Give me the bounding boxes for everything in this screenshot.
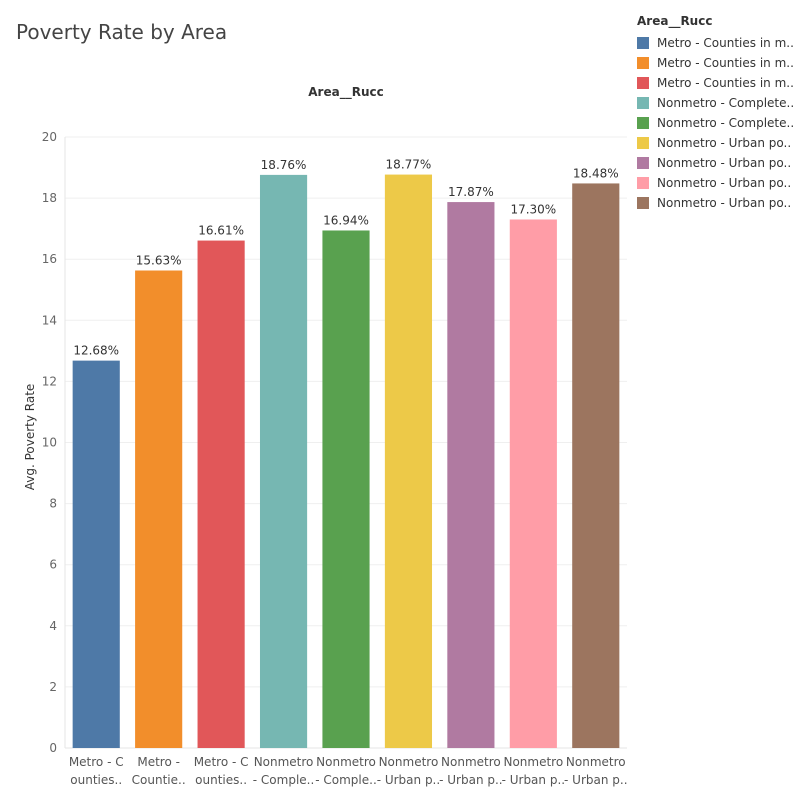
bars <box>72 174 620 749</box>
legend-label: Nonmetro - Urban po.. <box>657 136 792 150</box>
legend-item[interactable]: Nonmetro - Urban po.. <box>637 173 797 193</box>
legend-item[interactable]: Metro - Counties in m.. <box>637 33 797 53</box>
legend-label: Nonmetro - Complete.. <box>657 96 795 110</box>
category-label: Nonmetro <box>566 755 626 769</box>
category-label: - Comple.. <box>315 773 377 787</box>
legend-item[interactable]: Nonmetro - Complete.. <box>637 113 797 133</box>
bar[interactable] <box>72 360 120 748</box>
category-label: Metro - C <box>69 755 124 769</box>
legend-label: Nonmetro - Urban po.. <box>657 156 792 170</box>
category-label: - Urban p.. <box>439 773 503 787</box>
bar[interactable] <box>572 183 620 748</box>
bar[interactable] <box>197 240 245 748</box>
legend-swatch <box>637 117 649 129</box>
category-label: Nonmetro <box>379 755 439 769</box>
legend-label: Nonmetro - Urban po.. <box>657 176 792 190</box>
category-label: Nonmetro <box>316 755 376 769</box>
bar-value-labels: 12.68% 15.63% 16.61% 18.76% 16.94% 18.77% 17.8… <box>73 158 618 358</box>
bar-value-label: 17.87% <box>448 185 494 199</box>
legend-swatch <box>637 97 649 109</box>
legend-item[interactable]: Nonmetro - Urban po.. <box>637 133 797 153</box>
legend: Area__Rucc Metro - Counties in m.. Metro … <box>637 14 797 213</box>
y-tick-label: 12 <box>42 374 57 388</box>
bar-value-label: 17.30% <box>510 202 556 216</box>
y-axis-title: Avg. Poverty Rate <box>23 384 37 491</box>
legend-item[interactable]: Nonmetro - Complete.. <box>637 93 797 113</box>
bar-value-label: 15.63% <box>136 254 182 268</box>
legend-item[interactable]: Metro - Counties in m.. <box>637 53 797 73</box>
category-label: ounties.. <box>195 773 247 787</box>
legend-label: Nonmetro - Urban po.. <box>657 196 792 210</box>
bar[interactable] <box>509 219 557 749</box>
category-label: ounties.. <box>70 773 122 787</box>
category-label: Nonmetro <box>503 755 563 769</box>
legend-item[interactable]: Nonmetro - Urban po.. <box>637 193 797 213</box>
category-label: Nonmetro <box>254 755 314 769</box>
category-label: Countie.. <box>132 773 186 787</box>
category-label: Nonmetro <box>441 755 501 769</box>
legend-title: Area__Rucc <box>637 14 713 28</box>
y-tick-label: 16 <box>42 252 57 266</box>
column-header: Area__Rucc <box>308 85 383 100</box>
y-tick-label: 10 <box>42 436 57 450</box>
y-tick-label: 14 <box>42 313 57 327</box>
bar[interactable] <box>322 230 370 748</box>
legend-label: Metro - Counties in m.. <box>657 36 794 50</box>
y-tick-label: 20 <box>42 130 57 144</box>
bar[interactable] <box>135 270 183 748</box>
legend-item[interactable]: Metro - Counties in m.. <box>637 73 797 93</box>
bar[interactable] <box>384 174 433 748</box>
category-label: Metro - <box>137 755 180 769</box>
legend-label: Metro - Counties in m.. <box>657 56 794 70</box>
bar-value-label: 16.61% <box>198 224 244 238</box>
y-axis-ticks: 0 2 4 6 8 10 12 14 16 18 20 <box>42 130 57 755</box>
legend-label: Nonmetro - Complete.. <box>657 116 795 130</box>
category-label: - Urban p.. <box>502 773 566 787</box>
bar[interactable] <box>259 174 308 748</box>
y-tick-label: 0 <box>49 741 57 755</box>
legend-swatch <box>637 77 649 89</box>
category-label: - Comple.. <box>253 773 315 787</box>
legend-items: Metro - Counties in m.. Metro - Counties … <box>637 33 797 213</box>
category-label: Metro - C <box>194 755 249 769</box>
bar-value-label: 18.76% <box>261 158 307 172</box>
chart-title: Poverty Rate by Area <box>16 20 228 44</box>
category-label: - Urban p.. <box>377 773 441 787</box>
legend-item[interactable]: Nonmetro - Urban po.. <box>637 153 797 173</box>
bar-value-label: 16.94% <box>323 213 369 227</box>
legend-swatch <box>637 37 649 49</box>
y-tick-label: 4 <box>49 619 57 633</box>
legend-swatch <box>637 137 649 149</box>
legend-swatch <box>637 57 649 69</box>
category-label: - Urban p.. <box>564 773 628 787</box>
legend-swatch <box>637 157 649 169</box>
bar[interactable] <box>447 202 495 748</box>
y-tick-label: 6 <box>49 558 57 572</box>
y-tick-label: 8 <box>49 497 57 511</box>
bar-value-label: 18.77% <box>386 158 432 172</box>
y-tick-label: 18 <box>42 191 57 205</box>
legend-swatch <box>637 177 649 189</box>
bar-value-label: 12.68% <box>73 344 119 358</box>
bar-value-label: 18.48% <box>573 166 619 180</box>
legend-swatch <box>637 197 649 209</box>
y-tick-label: 2 <box>49 680 57 694</box>
category-labels: Metro - C ounties.. Metro - Countie.. Metro … <box>69 755 628 787</box>
legend-label: Metro - Counties in m.. <box>657 76 794 90</box>
